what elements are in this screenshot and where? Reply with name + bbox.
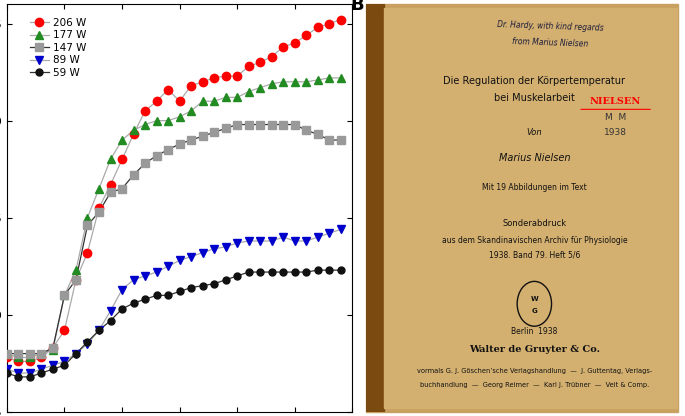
- Text: Dr. Hardy, with kind regards: Dr. Hardy, with kind regards: [497, 20, 603, 33]
- Text: aus dem Skandinavischen Archiv für Physiologie: aus dem Skandinavischen Archiv für Physi…: [442, 235, 627, 245]
- Text: W: W: [530, 296, 538, 302]
- Text: Die Regulation der Körpertemperatur: Die Regulation der Körpertemperatur: [443, 76, 625, 86]
- Text: buchhandlung  —  Georg Reimer  —  Karl J. Trübner  —  Veit & Comp.: buchhandlung — Georg Reimer — Karl J. Tr…: [420, 382, 649, 389]
- Bar: [366, 4, 384, 412]
- Text: NIELSEN: NIELSEN: [590, 97, 641, 106]
- Text: Von: Von: [527, 128, 542, 136]
- Text: bei Muskelarbeit: bei Muskelarbeit: [494, 93, 575, 103]
- Text: G: G: [532, 308, 537, 314]
- Text: Sonderabdruck: Sonderabdruck: [502, 219, 566, 228]
- Legend: 206 W, 177 W, 147 W, 89 W, 59 W: 206 W, 177 W, 147 W, 89 W, 59 W: [26, 13, 90, 82]
- Text: Marius Nielsen: Marius Nielsen: [499, 153, 570, 163]
- Text: B: B: [350, 0, 364, 14]
- Text: vormals G. J. Göschen’sche Verlagshandlung  —  J. Guttentag, Verlags-: vormals G. J. Göschen’sche Verlagshandlu…: [416, 368, 652, 374]
- Text: M  M: M M: [605, 113, 626, 122]
- Text: Walter de Gruyter & Co.: Walter de Gruyter & Co.: [469, 344, 600, 354]
- Text: 1938. Band 79. Heft 5/6: 1938. Band 79. Heft 5/6: [488, 251, 580, 260]
- Text: Berlin  1938: Berlin 1938: [511, 327, 558, 336]
- Text: Mit 19 Abbildungen im Text: Mit 19 Abbildungen im Text: [482, 183, 587, 192]
- Text: 1938: 1938: [604, 129, 627, 137]
- Text: from Marius Nielsen: from Marius Nielsen: [512, 37, 588, 49]
